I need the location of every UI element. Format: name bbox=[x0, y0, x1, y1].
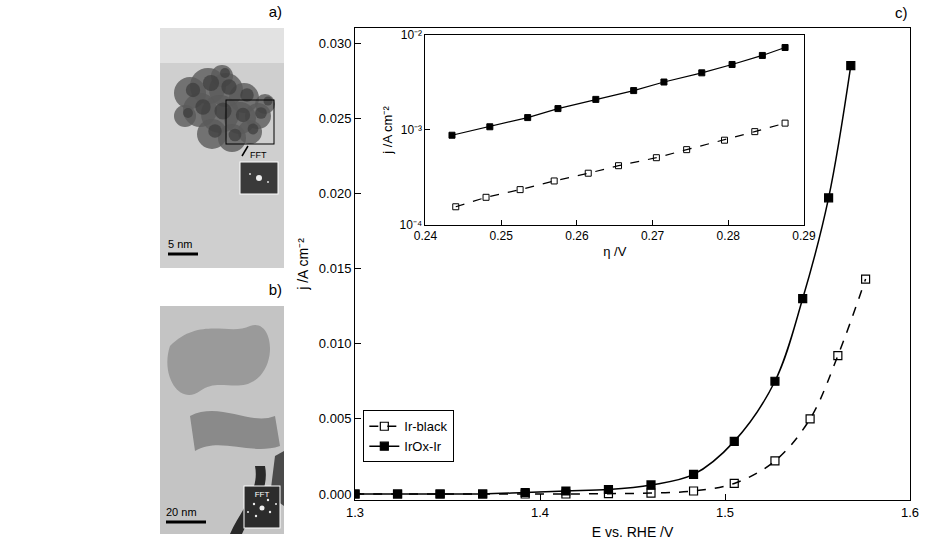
svg-text:IrOx-Ir: IrOx-Ir bbox=[404, 439, 441, 454]
svg-text:1.5: 1.5 bbox=[716, 505, 734, 520]
svg-text:a): a) bbox=[269, 3, 282, 20]
svg-text:0.26: 0.26 bbox=[565, 229, 589, 243]
svg-text:10⁻²: 10⁻² bbox=[401, 28, 422, 42]
svg-text:5 nm: 5 nm bbox=[168, 238, 192, 250]
svg-text:c): c) bbox=[895, 4, 908, 21]
svg-text:0.010: 0.010 bbox=[319, 336, 352, 351]
svg-text:j /A cm⁻²: j /A cm⁻² bbox=[295, 238, 311, 291]
svg-text:0.025: 0.025 bbox=[319, 111, 352, 126]
svg-text:0.27: 0.27 bbox=[641, 229, 665, 243]
svg-text:20 nm: 20 nm bbox=[166, 506, 197, 518]
svg-text:Ir-black: Ir-black bbox=[404, 419, 447, 434]
svg-text:0.030: 0.030 bbox=[319, 36, 352, 51]
svg-text:10⁻³: 10⁻³ bbox=[401, 123, 422, 137]
svg-text:j /A cm⁻²: j /A cm⁻² bbox=[380, 106, 395, 155]
svg-text:E vs. RHE /V: E vs. RHE /V bbox=[592, 524, 674, 540]
svg-text:0.020: 0.020 bbox=[319, 186, 352, 201]
svg-text:FFT: FFT bbox=[255, 490, 270, 499]
svg-text:η /V: η /V bbox=[603, 244, 626, 259]
svg-text:0.28: 0.28 bbox=[717, 229, 741, 243]
svg-text:1.6: 1.6 bbox=[901, 505, 919, 520]
svg-text:0.005: 0.005 bbox=[319, 411, 352, 426]
svg-text:0.015: 0.015 bbox=[319, 261, 352, 276]
svg-text:0.24: 0.24 bbox=[414, 229, 438, 243]
svg-text:FFT: FFT bbox=[250, 150, 267, 160]
svg-text:0.29: 0.29 bbox=[792, 229, 816, 243]
svg-text:1.3: 1.3 bbox=[346, 505, 364, 520]
svg-text:10⁻⁴: 10⁻⁴ bbox=[400, 218, 423, 232]
svg-text:1.4: 1.4 bbox=[531, 505, 549, 520]
svg-text:b): b) bbox=[269, 281, 282, 298]
svg-text:0.25: 0.25 bbox=[490, 229, 514, 243]
svg-text:0.000: 0.000 bbox=[319, 487, 352, 502]
